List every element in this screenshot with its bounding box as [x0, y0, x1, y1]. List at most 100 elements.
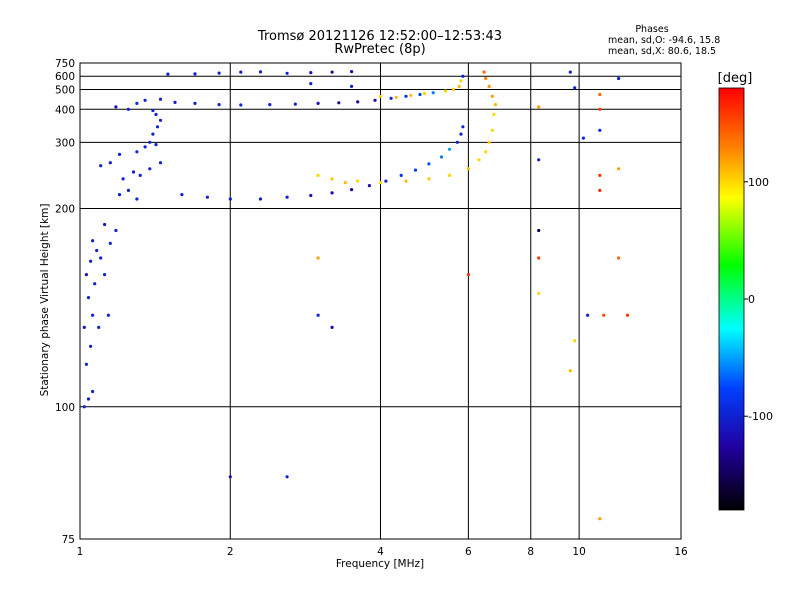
data-point [166, 72, 170, 76]
data-point [316, 313, 320, 317]
data-point [461, 125, 465, 129]
data-point [598, 188, 602, 192]
data-point [180, 193, 184, 197]
data-point [350, 84, 354, 88]
x-tick-label: 1 [77, 546, 84, 558]
colorbar-label: [deg] [718, 71, 753, 86]
data-point [457, 84, 461, 88]
data-point [309, 193, 313, 198]
x-axis-label: Frequency [MHz] [336, 558, 424, 570]
colorbar-tick-label: 0 [748, 293, 755, 306]
data-point [84, 362, 88, 366]
data-point [89, 344, 93, 348]
data-point [95, 248, 99, 253]
data-point [598, 107, 602, 111]
data-point [455, 140, 459, 144]
data-point [89, 259, 93, 263]
y-tick-label: 100 [55, 402, 75, 414]
data-point [193, 101, 197, 105]
data-point [439, 155, 444, 159]
data-point [378, 181, 383, 185]
data-point [493, 103, 498, 107]
data-point [598, 173, 602, 177]
data-point [309, 71, 313, 75]
data-point [154, 112, 158, 117]
data-point [573, 86, 577, 90]
data-point [537, 228, 541, 233]
data-point [484, 150, 488, 154]
data-point [239, 70, 243, 74]
data-point [99, 256, 103, 260]
data-point [126, 188, 130, 192]
data-point [268, 103, 272, 107]
data-point [217, 103, 221, 107]
data-point [330, 325, 334, 329]
data-point [350, 188, 354, 192]
data-point [337, 101, 341, 105]
data-point [91, 239, 95, 243]
data-point [82, 405, 86, 409]
colorbar-ticks: 100 0 -100 [744, 176, 773, 423]
data-point [106, 313, 110, 317]
data-point [617, 256, 621, 260]
data-point [447, 147, 452, 151]
x-tick-label: 4 [377, 546, 384, 558]
x-tick-label: 10 [572, 546, 585, 558]
x-tick-label: 6 [465, 546, 472, 558]
data-point [316, 173, 320, 177]
data-point [330, 70, 334, 74]
data-point [135, 101, 139, 105]
data-point [459, 132, 463, 136]
data-point [158, 161, 163, 165]
data-point [573, 339, 577, 343]
data-point [135, 197, 139, 201]
data-point [399, 173, 403, 177]
data-point [389, 96, 393, 100]
data-point [466, 273, 470, 277]
data-point [625, 313, 630, 317]
data-point [135, 150, 139, 154]
data-point [537, 105, 541, 109]
data-point [537, 158, 541, 162]
data-point [151, 132, 155, 136]
colorbar-tick-label: -100 [748, 410, 773, 423]
data-point [466, 167, 470, 171]
y-tick-label: 200 [55, 203, 75, 215]
data-point [126, 107, 130, 111]
data-point [602, 313, 606, 317]
y-tick-label: 750 [55, 58, 75, 70]
data-point [586, 313, 590, 317]
data-point [316, 256, 320, 260]
data-point [330, 191, 334, 195]
data-point [151, 108, 155, 113]
data-point [91, 313, 95, 317]
data-point [343, 181, 347, 185]
data-point [477, 158, 481, 162]
y-tick-label: 300 [55, 137, 75, 149]
data-point [97, 325, 101, 329]
data-point [103, 273, 107, 277]
data-point [461, 74, 465, 78]
data-point [404, 94, 408, 98]
data-point [617, 167, 621, 171]
data-point [568, 70, 572, 74]
data-point [228, 475, 232, 479]
data-point [293, 102, 297, 106]
data-point [490, 128, 494, 132]
colorbar [718, 87, 745, 511]
data-point [84, 273, 88, 277]
y-tick-label: 500 [55, 84, 75, 96]
data-point [444, 89, 448, 93]
y-axis-label: Stationary phase Virtual Height [km] [39, 204, 51, 397]
data-point [258, 70, 263, 74]
data-point [427, 177, 431, 181]
data-point [409, 93, 413, 97]
data-point [356, 100, 360, 104]
data-point [99, 164, 103, 168]
data-point [404, 179, 408, 183]
data-point [193, 72, 197, 76]
data-point [373, 98, 377, 102]
data-point [173, 100, 177, 104]
data-point [158, 118, 163, 122]
